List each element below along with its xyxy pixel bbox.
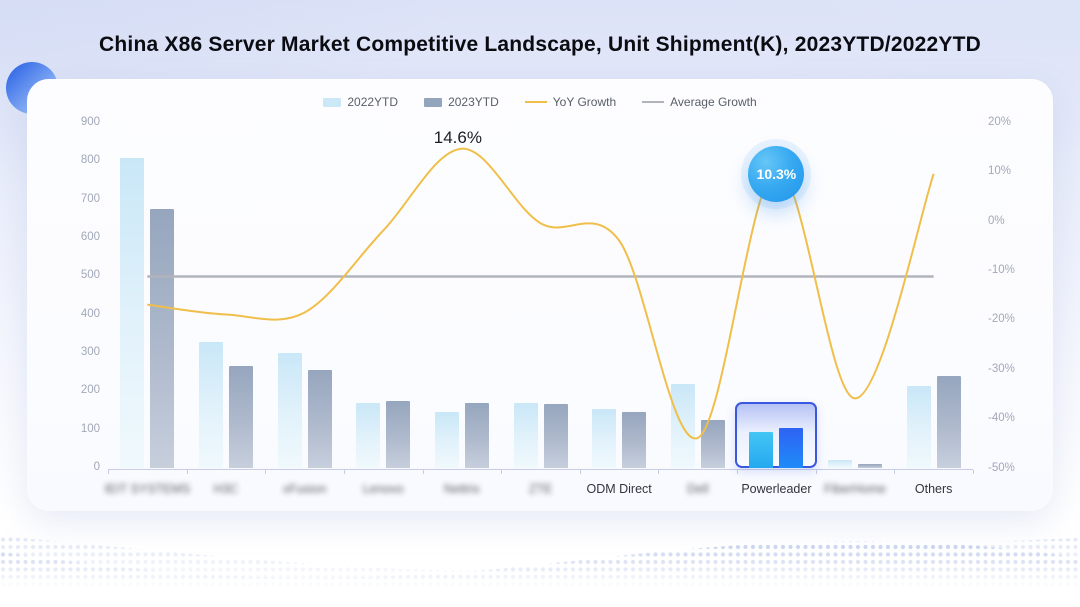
- legend-label: Average Growth: [670, 95, 757, 109]
- x-axis-tick: [737, 470, 739, 474]
- x-axis-label-others[interactable]: Others: [914, 482, 953, 496]
- bar-2023-fiberhome[interactable]: [858, 464, 883, 468]
- right-axis-tick-label: 20%: [988, 116, 1012, 128]
- bar-2022-h3c[interactable]: [198, 341, 223, 468]
- legend-label: YoY Growth: [552, 95, 617, 109]
- x-axis-tick: [108, 470, 109, 474]
- bar-2023-nettrix[interactable]: [464, 402, 489, 468]
- left-axis-tick-label: 0: [93, 461, 100, 473]
- lines-overlay: [147, 147, 935, 440]
- x-axis-tick: [501, 470, 503, 474]
- bar-2022-nettrix[interactable]: [434, 412, 459, 468]
- legend-line-icon: [642, 101, 665, 103]
- legend-swatch-icon: [323, 97, 342, 107]
- x-axis-tick: [422, 470, 424, 474]
- x-axis-label-dell[interactable]: Dell: [686, 482, 709, 496]
- left-axis-tick-label: 300: [80, 346, 100, 358]
- left-axis-tick-label: 100: [80, 422, 100, 435]
- yoy-growth-line: [147, 147, 935, 440]
- legend-item-2023ytd[interactable]: 2023YTD: [424, 95, 499, 109]
- bar-2022-xfusion[interactable]: [277, 353, 302, 468]
- x-axis-label-fiberhome[interactable]: FiberHome: [824, 482, 886, 496]
- right-axis-tick-label: -20%: [988, 313, 1015, 326]
- right-axis-tick-label: -50%: [988, 461, 1015, 474]
- bar-2023-zte[interactable]: [543, 403, 568, 468]
- legend-label: 2022YTD: [347, 95, 399, 109]
- bar-2023-others[interactable]: [936, 376, 961, 468]
- right-axis-tick-label: -10%: [988, 264, 1015, 277]
- x-axis-label-h3c[interactable]: H3C: [213, 482, 239, 496]
- x-axis-tick: [265, 470, 267, 474]
- right-axis-tick-label: 0%: [988, 214, 1005, 227]
- x-axis-label-lenovo[interactable]: Lenovo: [362, 482, 404, 496]
- bar-2023-lenovo[interactable]: [386, 400, 411, 468]
- bar-2022-odm-direct[interactable]: [592, 408, 617, 468]
- legend-item-yoy-growth[interactable]: YoY Growth: [524, 95, 617, 109]
- left-axis-tick-label: 800: [80, 154, 100, 167]
- right-axis-tick-label: 10%: [988, 165, 1012, 178]
- x-axis-tick: [186, 470, 188, 474]
- chart-card: [27, 79, 1053, 511]
- x-axis-label-zte[interactable]: ZTE: [528, 482, 553, 496]
- bar-2023-odm-direct[interactable]: [622, 412, 647, 468]
- x-axis-label-odm-direct[interactable]: ODM Direct: [586, 482, 652, 496]
- left-axis-tick-label: 500: [80, 269, 100, 282]
- bar-2023-powerleader[interactable]: [779, 427, 804, 468]
- left-axis-tick-label: 900: [80, 116, 100, 128]
- legend-label: 2023YTD: [448, 95, 499, 109]
- bar-2022-ieit-systems[interactable]: [120, 157, 145, 468]
- x-axis-tick: [343, 470, 345, 474]
- highlight-box-powerleader: [735, 402, 818, 468]
- left-axis-tick-label: 400: [80, 307, 100, 320]
- x-axis-label-nettrix[interactable]: Nettrix: [443, 482, 480, 496]
- x-axis-tick: [894, 470, 896, 474]
- right-axis-tick-label: -40%: [988, 412, 1015, 425]
- bar-2023-h3c[interactable]: [228, 366, 253, 468]
- legend-item-average-growth[interactable]: Average Growth: [642, 95, 757, 109]
- x-axis-tick: [579, 470, 581, 474]
- legend-line-icon: [524, 101, 547, 103]
- left-axis-tick-label: 700: [80, 192, 100, 205]
- bar-2022-fiberhome[interactable]: [828, 460, 853, 468]
- right-axis-tick-label: -30%: [988, 362, 1015, 375]
- bar-2022-lenovo[interactable]: [356, 402, 381, 468]
- bar-2023-ieit-systems[interactable]: [150, 209, 175, 468]
- left-axis-tick-label: 200: [80, 384, 100, 397]
- x-axis-tick: [658, 470, 660, 474]
- yoy-peak-annotation: 14.6%: [433, 128, 482, 147]
- x-axis-labels: IEIT SYSTEMS H3C xFusion Lenovo Nettrix ZTE OD…: [104, 482, 973, 498]
- bar-2023-xfusion[interactable]: [307, 370, 332, 468]
- x-axis-tick: [973, 470, 974, 474]
- yoy-bubble-annotation[interactable]: 10.3%: [748, 145, 805, 202]
- plot-area: 14.6% 10.3%: [108, 122, 974, 474]
- x-axis-label-powerleader[interactable]: Powerleader: [741, 482, 812, 496]
- chart-legend: 2022YTD 2023YTD YoY Growth Average Growth: [0, 95, 1080, 109]
- x-axis-line: [108, 469, 973, 470]
- page-title: China X86 Server Market Competitive Land…: [99, 33, 981, 56]
- legend-swatch-icon: [424, 97, 443, 107]
- left-axis-tick-label: 600: [80, 231, 100, 243]
- legend-item-2022ytd[interactable]: 2022YTD: [323, 95, 398, 109]
- bar-2022-others[interactable]: [906, 385, 931, 468]
- x-axis-tick: [815, 470, 817, 474]
- x-axis-label-ieit-systems[interactable]: IEIT SYSTEMS: [104, 482, 191, 496]
- wave-decoration: [0, 532, 1080, 607]
- bar-2022-powerleader[interactable]: [749, 431, 774, 468]
- x-axis-label-xfusion[interactable]: xFusion: [282, 482, 327, 496]
- bar-2022-zte[interactable]: [513, 402, 538, 468]
